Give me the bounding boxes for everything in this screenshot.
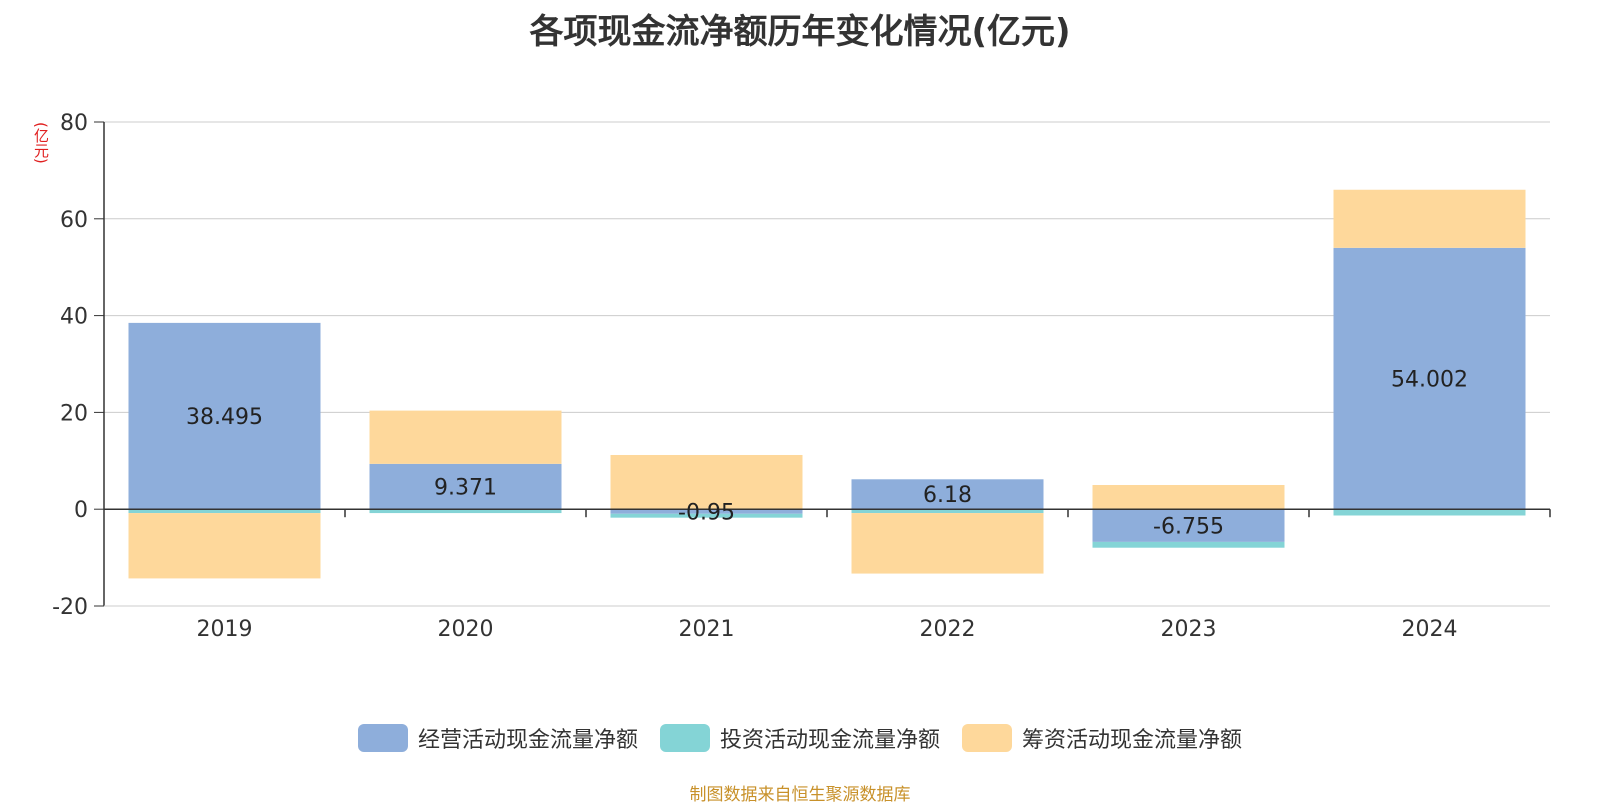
data-label-2023: -6.755 bbox=[1153, 515, 1224, 540]
x-tick-label-2023: 2023 bbox=[1161, 617, 1217, 642]
legend-swatch-investing bbox=[659, 724, 710, 752]
x-tick-label-2022: 2022 bbox=[920, 617, 976, 642]
data-label-2019: 38.495 bbox=[186, 405, 263, 430]
bar-2023-series-1 bbox=[1092, 541, 1285, 548]
bar-2021-series-1 bbox=[610, 513, 803, 518]
y-tick-label-20: 20 bbox=[60, 401, 88, 426]
bar-2019-series-1 bbox=[128, 509, 321, 514]
bar-2019-series-0 bbox=[128, 322, 321, 510]
data-label-2020: 9.371 bbox=[434, 476, 497, 501]
legend-item-financing[interactable]: 筹资活动现金流量净额 bbox=[962, 722, 1242, 754]
bar-2021-series-2 bbox=[610, 454, 803, 510]
legend-swatch-operating bbox=[357, 724, 408, 752]
legend-item-operating[interactable]: 经营活动现金流量净额 bbox=[357, 722, 638, 754]
legend: 经营活动现金流量净额 投资活动现金流量净额 筹资活动现金流量净额 bbox=[0, 722, 1600, 754]
bar-2021-series-0 bbox=[610, 509, 803, 514]
legend-label-investing: 投资活动现金流量净额 bbox=[719, 728, 940, 753]
bar-2023-series-2 bbox=[1092, 485, 1285, 510]
y-axis-unit-label: (亿元) bbox=[32, 122, 50, 164]
y-tick-label--20: -20 bbox=[52, 595, 88, 620]
data-label-2024: 54.002 bbox=[1391, 368, 1468, 393]
data-source-note: 制图数据来自恒生聚源数据库 bbox=[689, 785, 911, 805]
x-tick-label-2024: 2024 bbox=[1402, 617, 1458, 642]
x-tick-label-2019: 2019 bbox=[197, 617, 253, 642]
bars bbox=[128, 189, 1526, 579]
legend-label-financing: 筹资活动现金流量净额 bbox=[1022, 728, 1243, 753]
legend-label-operating: 经营活动现金流量净额 bbox=[417, 728, 638, 753]
bar-2024-series-2 bbox=[1333, 189, 1526, 248]
data-labels: 38.495 9.371 -0.95 6.18 -6.755 54.002 bbox=[186, 368, 1468, 540]
bar-2020-series-0 bbox=[369, 463, 562, 510]
legend-item-investing[interactable]: 投资活动现金流量净额 bbox=[659, 722, 940, 754]
y-tick-label-0: 0 bbox=[74, 498, 88, 523]
y-tick-label-60: 60 bbox=[60, 208, 88, 233]
bar-2022-series-1 bbox=[851, 509, 1044, 514]
bar-2020-series-1 bbox=[369, 509, 562, 514]
data-label-2021: -0.95 bbox=[678, 500, 735, 525]
bar-2020-series-2 bbox=[369, 410, 562, 464]
bar-2024-series-1 bbox=[1333, 509, 1526, 516]
axes: -20 0 20 40 60 80 2019 2020 2021 2022 2023 2024 bbox=[52, 111, 1551, 642]
bar-2023-series-0 bbox=[1092, 509, 1285, 542]
legend-swatch-financing bbox=[962, 724, 1012, 752]
y-tick-label-80: 80 bbox=[60, 111, 88, 136]
y-tick-label-40: 40 bbox=[60, 305, 88, 330]
bar-2022-series-2 bbox=[851, 513, 1044, 574]
bar-2024-series-0 bbox=[1333, 247, 1526, 510]
x-tick-label-2021: 2021 bbox=[679, 617, 735, 642]
bar-2022-series-0 bbox=[851, 479, 1044, 510]
x-tick-label-2020: 2020 bbox=[438, 617, 494, 642]
grid-lines bbox=[104, 121, 1550, 607]
chart-title: 各项现金流净额历年变化情况(亿元) bbox=[529, 12, 1071, 52]
data-label-2022: 6.18 bbox=[923, 483, 972, 508]
bar-2019-series-2 bbox=[128, 513, 321, 579]
